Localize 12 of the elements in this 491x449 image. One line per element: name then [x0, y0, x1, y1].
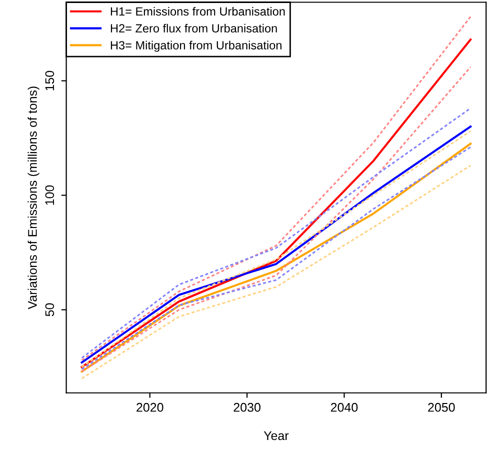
y-axis-title: Variations of Emissions (millions of tons) [28, 86, 40, 310]
x-tick-label: 2020 [136, 402, 164, 412]
y-tick-label: 100 [45, 185, 54, 205]
x-tick-label: 2040 [330, 402, 358, 412]
y-tick-label: 150 [45, 70, 54, 90]
legend-label: H3= Mitigation from Urbanisation [110, 40, 282, 52]
x-tick-label: 2030 [234, 402, 260, 412]
y-tick-label: 50 [45, 303, 54, 316]
x-axis-title: Year [264, 431, 289, 440]
legend-label: H1= Emissions from Urbanisation [110, 6, 285, 16]
legend-label: H2= Zero flux from Urbanisation [110, 24, 277, 33]
x-tick-label: 2050 [428, 402, 455, 412]
